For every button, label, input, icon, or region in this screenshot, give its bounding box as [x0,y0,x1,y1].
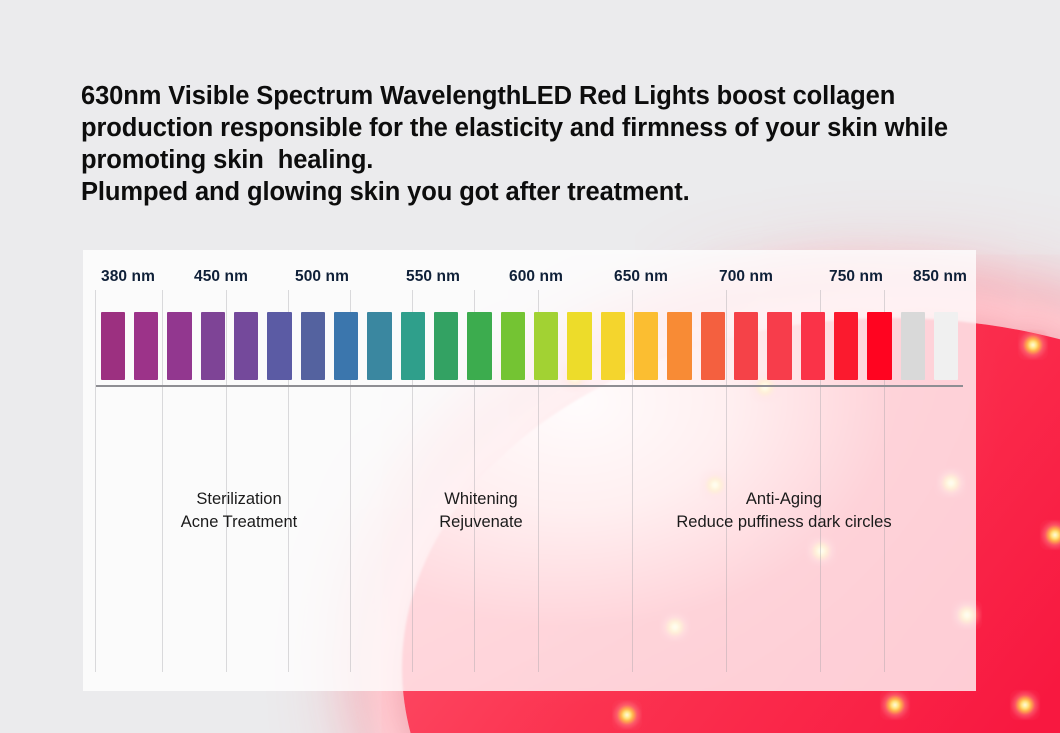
spectrum-bar-cell [563,312,596,380]
led-light-dot [1018,330,1048,360]
spectrum-bar-cell [930,312,963,380]
chart-axis-line [96,385,963,387]
spectrum-bar [767,312,792,380]
wavelength-tick-label: 550 nm [405,268,461,285]
wavelength-tick-label: 700 nm [718,268,774,285]
spectrum-bar [333,312,359,380]
infrared-bar [934,312,959,380]
spectrum-bar [700,312,726,380]
spectrum-bar-cell [463,312,496,380]
spectrum-bar-cell [663,312,696,380]
treatment-annotation: Sterilization Acne Treatment [181,488,297,534]
spectrum-bar-cell [363,312,396,380]
led-light-dot [1010,690,1040,720]
wavelength-tick-label: 850 nm [912,268,968,285]
treatment-annotations: Sterilization Acne Treatment Whitening Reju… [83,250,976,691]
spectrum-bar-cell [129,312,162,380]
wavelength-tick-label: 650 nm [613,268,669,285]
chart-gridline [538,290,539,672]
spectrum-bar [400,312,425,380]
spectrum-bar-cell [296,312,329,380]
wavelength-tick-label: 450 nm [193,268,249,285]
spectrum-bar [634,312,659,380]
spectrum-bar-cell [630,312,663,380]
spectrum-bar-cell [496,312,529,380]
spectrum-bar-cell [596,312,629,380]
spectrum-bar-cell [229,312,262,380]
spectrum-bar-cell [730,312,763,380]
wavelength-tick-label: 600 nm [508,268,564,285]
spectrum-bar-cell [196,312,229,380]
spectrum-bar-cell [529,312,562,380]
spectrum-bar [100,312,125,380]
spectrum-bar [367,312,392,380]
spectrum-bar [300,312,325,380]
chart-gridline [162,290,163,672]
chart-gridline [350,290,351,672]
led-light-dot [880,690,910,720]
spectrum-bar [167,312,192,380]
spectrum-bar [433,312,459,380]
spectrum-bar-cell [696,312,729,380]
chart-gridline [288,290,289,672]
spectrum-bar-cell [263,312,296,380]
spectrum-bar-cell [896,312,929,380]
treatment-annotation: Anti-Aging Reduce puffiness dark circles [676,488,891,534]
heading-line-3: promoting skin healing. [81,146,374,174]
spectrum-bar [600,312,625,380]
led-light-dot [612,700,642,730]
spectrum-bar [834,312,859,380]
chart-gridline [632,290,633,672]
spectrum-bar [667,312,692,380]
spectrum-color-bars [96,312,963,380]
spectrum-bar [467,312,492,380]
spectrum-bar [233,312,259,380]
spectrum-bar [734,312,759,380]
spectrum-bar [533,312,559,380]
annotation-subtitle: Acne Treatment [180,513,298,531]
spectrum-bar-cell [329,312,362,380]
heading-line-2: production responsible for the elasticit… [81,114,948,142]
spectrum-bar-cell [96,312,129,380]
spectrum-bar [133,312,159,380]
chart-gridline [474,290,475,672]
chart-gridline [95,290,96,672]
spectrum-bar [567,312,592,380]
annotation-subtitle: Rejuvenate [439,513,523,531]
chart-gridline [820,290,821,672]
spectrum-bar-cell [796,312,829,380]
chart-gridline [412,290,413,672]
spectrum-bar [500,312,525,380]
spectrum-bar-cell [163,312,196,380]
led-light-dot [1040,520,1060,550]
spectrum-bar [200,312,225,380]
chart-gridline [226,290,227,672]
spectrum-chart-card: 380 nm 450 nm 500 nm 550 nm 600 nm 650 nm 700 … [83,250,976,691]
wavelength-tick-label: 750 nm [828,268,884,285]
treatment-annotation: Whitening Rejuvenate [439,488,522,534]
annotation-subtitle: Reduce puffiness dark circles [676,513,892,531]
annotation-title: Whitening [444,490,518,508]
spectrum-bar-cell [863,312,896,380]
chart-gridline [726,290,727,672]
chart-gridline [884,290,885,672]
chart-gridlines [83,290,976,672]
wavelength-axis-labels: 380 nm 450 nm 500 nm 550 nm 600 nm 650 nm 700 … [83,268,976,296]
annotation-title: Anti-Aging [745,490,823,508]
spectrum-bar-cell [763,312,796,380]
wavelength-tick-label: 380 nm [100,268,156,285]
wavelength-tick-label: 500 nm [294,268,350,285]
spectrum-bar-cell [396,312,429,380]
annotation-title: Sterilization [196,490,282,508]
spectrum-bar-cell [830,312,863,380]
heading-line-1: 630nm Visible Spectrum WavelengthLED Red… [81,82,896,110]
infrared-bar [900,312,926,380]
heading-line-4: Plumped and glowing skin you got after t… [81,178,690,206]
spectrum-bar [800,312,826,380]
spectrum-bar-cell [429,312,462,380]
spectrum-bar [867,312,892,380]
spectrum-bar [267,312,292,380]
page-title: 630nm Visible Spectrum WavelengthLED Red… [81,80,991,208]
